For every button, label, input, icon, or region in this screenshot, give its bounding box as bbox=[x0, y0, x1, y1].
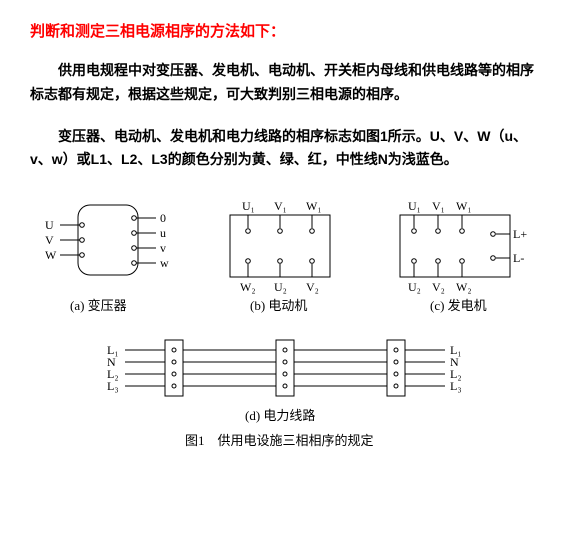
fig-c-bot-1: V₂ bbox=[432, 280, 445, 294]
fig-b-top-1: V₁ bbox=[274, 199, 287, 213]
paragraph-1: 供用电规程中对变压器、发电机、电动机、开关柜内母线和供电线路等的相序标志都有规定… bbox=[30, 59, 535, 107]
fig-b-top-0: U₁ bbox=[242, 199, 255, 213]
fig-d-group: L₁ N L₂ L₃ L₁ N L₂ L₃ bbox=[107, 340, 462, 448]
fig-b-bot-0: W₂ bbox=[240, 280, 256, 294]
fig-c-top-2: W₁ bbox=[456, 199, 472, 213]
fig-c-top-1: V₁ bbox=[432, 199, 445, 213]
fig-c-right-1: L- bbox=[513, 251, 524, 265]
fig-a-right-2: v bbox=[160, 241, 166, 255]
figure-area: U V W 0 u v w (a) 变压器 U₁ V₁ W₁ bbox=[30, 190, 535, 480]
fig-d-right-3: L₃ bbox=[450, 379, 462, 393]
fig-d-box-2 bbox=[276, 340, 294, 396]
fig-a-right-3: w bbox=[160, 256, 169, 270]
fig-c-caption: (c) 发电机 bbox=[430, 298, 487, 313]
fig-d-left-3: L₃ bbox=[107, 379, 119, 393]
fig-b-top-2: W₁ bbox=[306, 199, 322, 213]
fig-c-bot-2: W₂ bbox=[456, 280, 472, 294]
fig-c-group: U₁ V₁ W₁ L+ L- U₂ V₂ W₂ (c) 发电机 bbox=[400, 199, 527, 313]
fig-b-group: U₁ V₁ W₁ W₂ U₂ V₂ (b) 电动机 bbox=[230, 199, 330, 313]
fig-c-bot-0: U₂ bbox=[408, 280, 421, 294]
fig-a-left-2: W bbox=[45, 248, 57, 262]
fig-d-box-3 bbox=[387, 340, 405, 396]
paragraph-2: 变压器、电动机、发电机和电力线路的相序标志如图1所示。U、V、W（u、v、w）或… bbox=[30, 125, 535, 173]
fig-c-right-0: L+ bbox=[513, 227, 527, 241]
fig-d-caption: (d) 电力线路 bbox=[245, 408, 315, 423]
fig-b-bot-1: U₂ bbox=[274, 280, 287, 294]
fig-a-caption: (a) 变压器 bbox=[70, 298, 127, 313]
figure-svg: U V W 0 u v w (a) 变压器 U₁ V₁ W₁ bbox=[30, 190, 535, 480]
fig-d-box-1 bbox=[165, 340, 183, 396]
fig-a-left-0: U bbox=[45, 218, 54, 232]
fig-b-bot-2: V₂ bbox=[306, 280, 319, 294]
main-caption: 图1 供用电设施三相相序的规定 bbox=[185, 433, 374, 448]
fig-c-top-0: U₁ bbox=[408, 199, 421, 213]
document-heading: 判断和测定三相电源相序的方法如下： bbox=[30, 20, 535, 41]
fig-b-caption: (b) 电动机 bbox=[250, 298, 307, 313]
fig-a-left-1: V bbox=[45, 233, 54, 247]
fig-a-right-1: u bbox=[160, 226, 166, 240]
fig-a-group: U V W 0 u v w (a) 变压器 bbox=[45, 205, 169, 313]
fig-a-right-0: 0 bbox=[160, 211, 166, 225]
